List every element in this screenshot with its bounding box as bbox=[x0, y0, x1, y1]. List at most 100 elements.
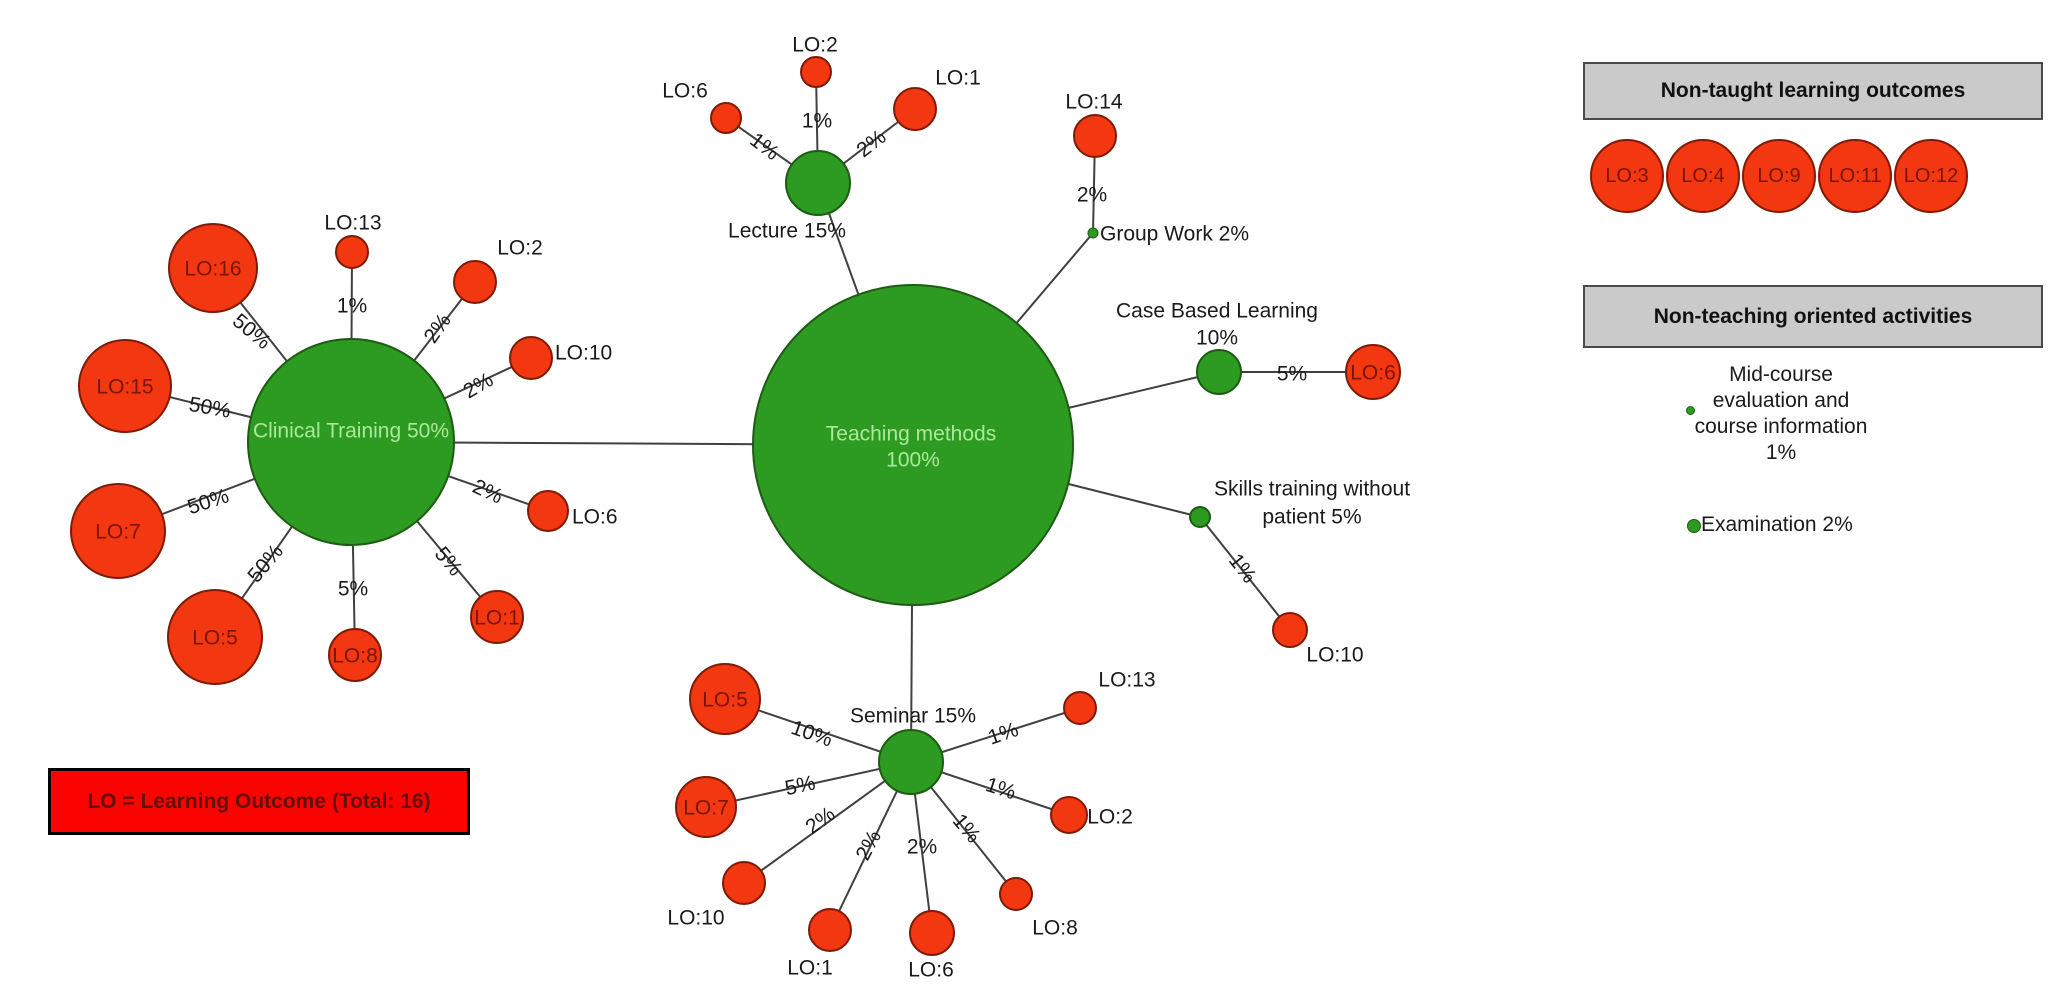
node-cl_lo7 bbox=[70, 483, 166, 579]
node-skills bbox=[1189, 506, 1211, 528]
label-sem_lo8: LO:8 bbox=[1032, 916, 1078, 939]
node-groupwork bbox=[1087, 227, 1099, 239]
label-lec_lo1: LO:1 bbox=[935, 66, 981, 89]
edge-label-cbl-cbl_lo6: 5% bbox=[1277, 362, 1307, 385]
edge-seminar-sem_lo7 bbox=[705, 761, 912, 808]
non-taught-lo-circle: LO:4 bbox=[1666, 139, 1740, 213]
label-cl_lo2: LO:2 bbox=[497, 236, 543, 259]
label-sem_lo6: LO:6 bbox=[908, 958, 954, 981]
node-cl_lo13 bbox=[335, 235, 369, 269]
node-cl_lo2 bbox=[453, 260, 497, 304]
node-sem_lo13 bbox=[1063, 691, 1097, 725]
label-cl_lo8: LO:8 bbox=[332, 644, 378, 667]
label-clinical: Clinical Training 50% bbox=[253, 419, 449, 442]
legend-text: LO = Learning Outcome (Total: 16) bbox=[87, 789, 431, 813]
label-cl_lo13: LO:13 bbox=[324, 211, 381, 234]
label-sem_lo5: LO:5 bbox=[702, 688, 748, 711]
node-sem_lo7 bbox=[675, 776, 737, 838]
label-lec_lo2: LO:2 bbox=[792, 33, 838, 56]
label-skills: Skills training without bbox=[1214, 477, 1410, 500]
edge-label-seminar-sem_lo2: 1% bbox=[983, 773, 1019, 804]
mid-course-label-line: Mid-course bbox=[1729, 363, 1833, 386]
node-teaching bbox=[752, 284, 1074, 606]
examination-label: Examination 2% bbox=[1701, 513, 1853, 536]
label-gw_lo14: LO:14 bbox=[1065, 90, 1123, 113]
node-clinical bbox=[247, 338, 455, 546]
node-sk_lo10 bbox=[1272, 612, 1308, 648]
label-cl_lo7: LO:7 bbox=[95, 520, 141, 543]
node-cl_lo6 bbox=[527, 490, 569, 532]
node-cl_lo10 bbox=[509, 336, 553, 380]
node-sem_lo2 bbox=[1050, 796, 1088, 834]
non-taught-header: Non-taught learning outcomes bbox=[1583, 62, 2043, 120]
mid-course-label: Mid-course evaluation and course informa… bbox=[1671, 362, 1891, 466]
label-cl_lo5: LO:5 bbox=[192, 626, 238, 649]
edge-label-clinical-cl_lo13: 1% bbox=[337, 294, 367, 317]
label-cl_lo15: LO:15 bbox=[96, 375, 153, 398]
node-lec_lo1 bbox=[893, 87, 937, 131]
edge-label-clinical-cl_lo16: 50% bbox=[228, 309, 275, 354]
label-sem_lo13: LO:13 bbox=[1098, 668, 1155, 691]
node-cl_lo8 bbox=[328, 628, 382, 682]
label-sk_lo10: LO:10 bbox=[1306, 643, 1363, 666]
label-teaching: 100% bbox=[886, 448, 940, 471]
label-sem_lo1: LO:1 bbox=[787, 956, 833, 979]
node-gw_lo14 bbox=[1073, 114, 1117, 158]
edge-seminar-sem_lo10 bbox=[743, 761, 912, 884]
node-sem_lo10 bbox=[722, 861, 766, 905]
non-taught-title: Non-taught learning outcomes bbox=[1660, 79, 1966, 102]
label-lec_lo6: LO:6 bbox=[662, 79, 708, 102]
edge-label-clinical-cl_lo5: 50% bbox=[243, 540, 288, 587]
label-cbl: 10% bbox=[1196, 326, 1238, 349]
label-teaching: Teaching methods bbox=[826, 422, 996, 445]
non-taught-lo-circle: LO:12 bbox=[1894, 139, 1968, 213]
non-taught-lo-circle: LO:11 bbox=[1818, 139, 1892, 213]
label-cl_lo10: LO:10 bbox=[555, 341, 612, 364]
edge-label-seminar-sem_lo6: 2% bbox=[907, 835, 937, 858]
edge-label-seminar-sem_lo1: 2% bbox=[851, 827, 886, 865]
non-taught-outcomes-row: LO:3 LO:4 LO:9 LO:11 LO:12 bbox=[1590, 139, 1968, 213]
label-sem_lo2: LO:2 bbox=[1087, 805, 1133, 828]
label-cbl_lo6: LO:6 bbox=[1350, 361, 1396, 384]
node-cbl bbox=[1196, 349, 1242, 395]
label-cbl: Case Based Learning bbox=[1116, 299, 1318, 322]
label-skills: patient 5% bbox=[1262, 505, 1361, 528]
node-sem_lo6 bbox=[909, 910, 955, 956]
non-taught-lo-circle: LO:9 bbox=[1742, 139, 1816, 213]
label-cl_lo16: LO:16 bbox=[184, 257, 241, 280]
edge-label-seminar-sem_lo7: 5% bbox=[783, 771, 817, 800]
node-seminar bbox=[878, 729, 944, 795]
edge-label-clinical-cl_lo6: 2% bbox=[469, 475, 506, 509]
legend-box: LO = Learning Outcome (Total: 16) bbox=[48, 768, 470, 835]
label-cl_lo1: LO:1 bbox=[474, 606, 520, 629]
edge-label-groupwork-gw_lo14: 2% bbox=[1077, 183, 1107, 206]
edge-label-clinical-cl_lo15: 50% bbox=[187, 393, 232, 423]
non-teaching-header: Non-teaching oriented activities bbox=[1583, 285, 2043, 348]
node-lec_lo6 bbox=[710, 102, 742, 134]
node-sem_lo8 bbox=[999, 877, 1033, 911]
non-teaching-title: Non-teaching oriented activities bbox=[1653, 304, 1973, 328]
edge-label-seminar-sem_lo10: 2% bbox=[801, 802, 839, 838]
edge-label-clinical-cl_lo7: 50% bbox=[185, 484, 232, 519]
non-taught-lo-circle: LO:3 bbox=[1590, 139, 1664, 213]
mid-course-label-line: 1% bbox=[1765, 441, 1797, 464]
node-cl_lo16 bbox=[168, 223, 258, 313]
label-cl_lo6: LO:6 bbox=[572, 505, 618, 528]
edge-label-lecture-lec_lo2: 1% bbox=[802, 109, 832, 132]
edge-label-seminar-sem_lo13: 1% bbox=[985, 718, 1021, 750]
label-sem_lo7: LO:7 bbox=[683, 796, 729, 819]
node-cbl_lo6 bbox=[1345, 344, 1401, 400]
label-sem_lo10: LO:10 bbox=[667, 906, 724, 929]
node-lec_lo2 bbox=[800, 56, 832, 88]
edge-skills-sk_lo10 bbox=[1199, 516, 1291, 631]
mid-course-label-line: course information bbox=[1694, 415, 1868, 438]
label-groupwork: Group Work 2% bbox=[1100, 222, 1249, 245]
label-lecture: Lecture 15% bbox=[728, 219, 846, 242]
label-seminar: Seminar 15% bbox=[850, 704, 976, 727]
edge-label-clinical-cl_lo10: 2% bbox=[460, 368, 498, 403]
node-lecture bbox=[785, 150, 851, 216]
node-sem_lo1 bbox=[808, 908, 852, 952]
mid-course-label-line: evaluation and bbox=[1712, 389, 1850, 412]
